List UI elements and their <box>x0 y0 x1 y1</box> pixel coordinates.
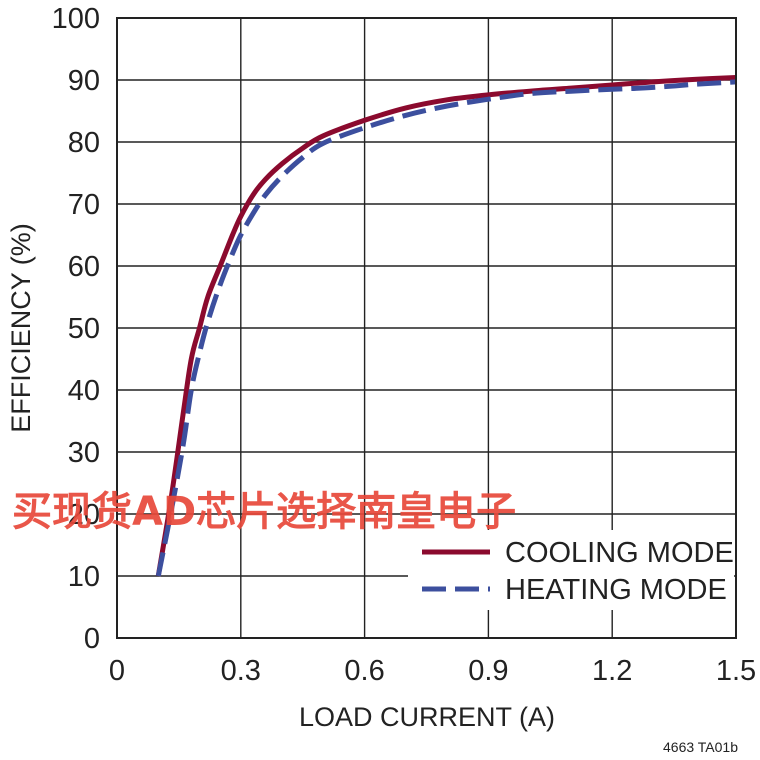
tick-labels: 0 0.3 0.6 0.9 1.2 1.5 0 10 20 30 40 50 60 70 80 90 100 <box>52 3 757 687</box>
x-axis-label: LOAD CURRENT (A) <box>299 702 555 732</box>
figure-id: 4663 TA01b <box>663 739 738 755</box>
legend-label: COOLING MODE <box>505 537 734 569</box>
x-tick-label: 1.2 <box>592 655 632 687</box>
x-tick-label: 1.5 <box>716 655 756 687</box>
series-lines <box>155 75 737 577</box>
x-tick-label: 0.6 <box>344 655 384 687</box>
x-tick-label: 0.9 <box>468 655 508 687</box>
y-tick-label: 20 <box>68 499 100 531</box>
heating-mode-line <box>155 79 737 577</box>
y-tick-label: 100 <box>52 3 100 35</box>
watermark-text: 买现货AD芯片选择南皇电子 <box>12 489 516 535</box>
y-axis-label: EFFICIENCY (%) <box>6 223 36 433</box>
y-tick-label: 60 <box>68 251 100 283</box>
cooling-mode-line <box>155 75 737 577</box>
x-tick-label: 0 <box>109 655 125 687</box>
y-tick-label: 80 <box>68 127 100 159</box>
y-tick-label: 50 <box>68 313 100 345</box>
legend: COOLING MODE HEATING MODE <box>408 530 734 610</box>
x-tick-label: 0.3 <box>221 655 261 687</box>
y-tick-label: 30 <box>68 437 100 469</box>
y-tick-label: 0 <box>84 623 100 655</box>
y-tick-label: 40 <box>68 375 100 407</box>
plot-border <box>116 17 737 639</box>
legend-background <box>408 530 734 610</box>
plot-frame <box>116 17 737 639</box>
y-tick-label: 90 <box>68 65 100 97</box>
legend-label: HEATING MODE <box>505 574 727 606</box>
y-tick-label: 70 <box>68 189 100 221</box>
y-tick-label: 10 <box>68 561 100 593</box>
